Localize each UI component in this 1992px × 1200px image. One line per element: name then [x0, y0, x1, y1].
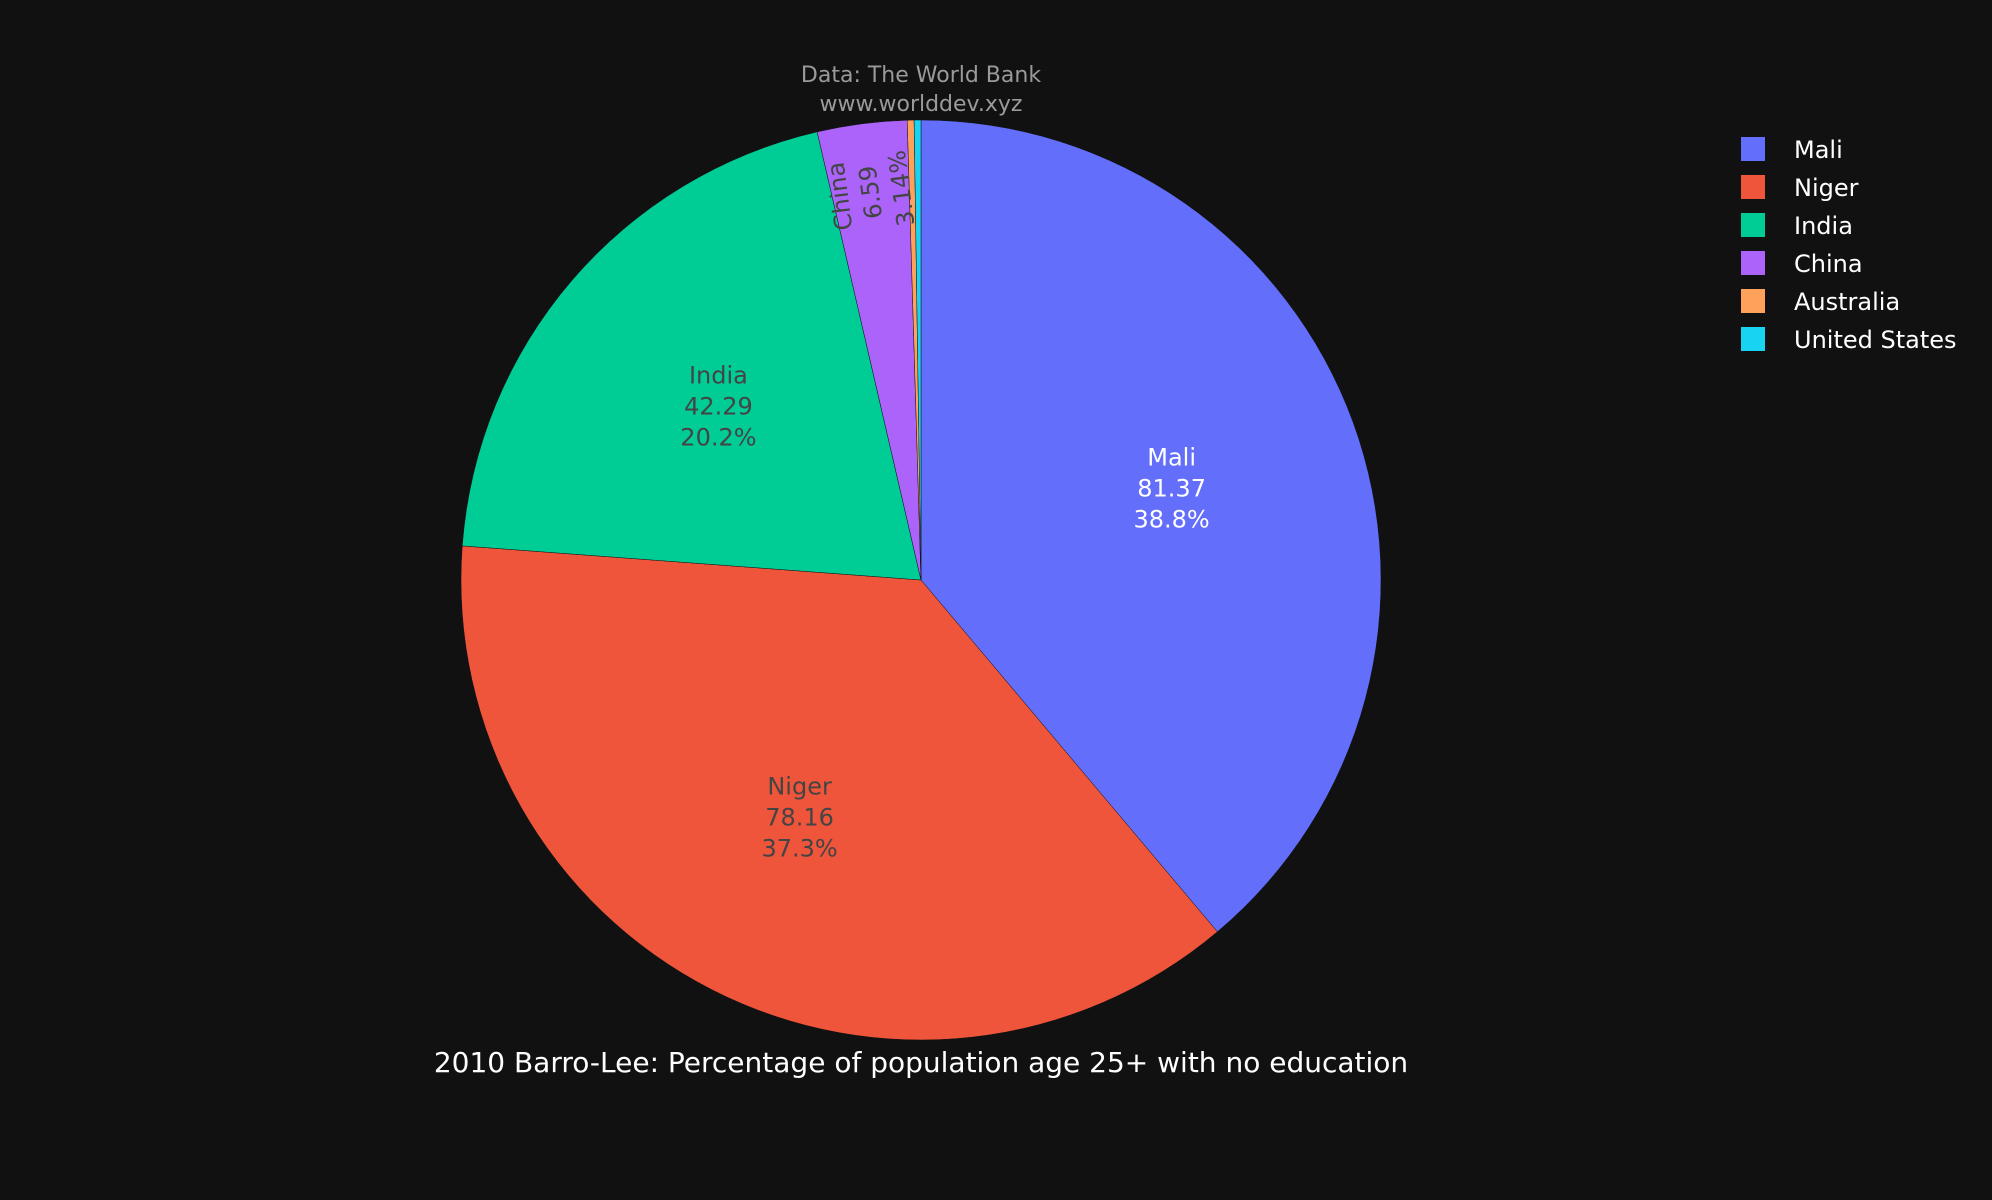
pie-slice-united-states: [913, 119, 922, 581]
pie-slice-india: [461, 131, 922, 581]
legend-label-mali[interactable]: Mali: [1794, 136, 1843, 164]
chart-title: 2010 Barro-Lee: Percentage of population…: [434, 1046, 1408, 1079]
slice-label-mali: Mali 81.37 38.8%: [1133, 443, 1209, 533]
legend-swatch-mali[interactable]: [1741, 137, 1765, 161]
legend-label-united-states[interactable]: United States: [1794, 326, 1957, 354]
slice-label-niger: Niger 78.16 37.3%: [761, 773, 837, 863]
legend-swatch-china[interactable]: [1741, 251, 1765, 275]
legend-label-china[interactable]: China: [1794, 250, 1863, 278]
legend-swatch-united-states[interactable]: [1741, 327, 1765, 351]
legend-swatch-niger[interactable]: [1741, 175, 1765, 199]
pie-slice-niger: [460, 545, 1218, 1041]
legend-swatch-australia[interactable]: [1741, 289, 1765, 313]
slice-label-india: India 42.29 20.2%: [680, 361, 756, 451]
legend-label-niger[interactable]: Niger: [1794, 174, 1859, 202]
pie-slices: [460, 119, 1382, 1041]
legend-label-australia[interactable]: Australia: [1794, 288, 1900, 316]
legend-label-india[interactable]: India: [1794, 212, 1853, 240]
legend-swatch-india[interactable]: [1741, 213, 1765, 237]
pie-slice-mali: [920, 119, 1382, 933]
legend: Mali Niger India China Australia United State…: [1741, 136, 1957, 354]
source-line-1: Data: The World Bank: [801, 63, 1041, 88]
source-line-2: www.worlddev.xyz: [820, 92, 1023, 117]
